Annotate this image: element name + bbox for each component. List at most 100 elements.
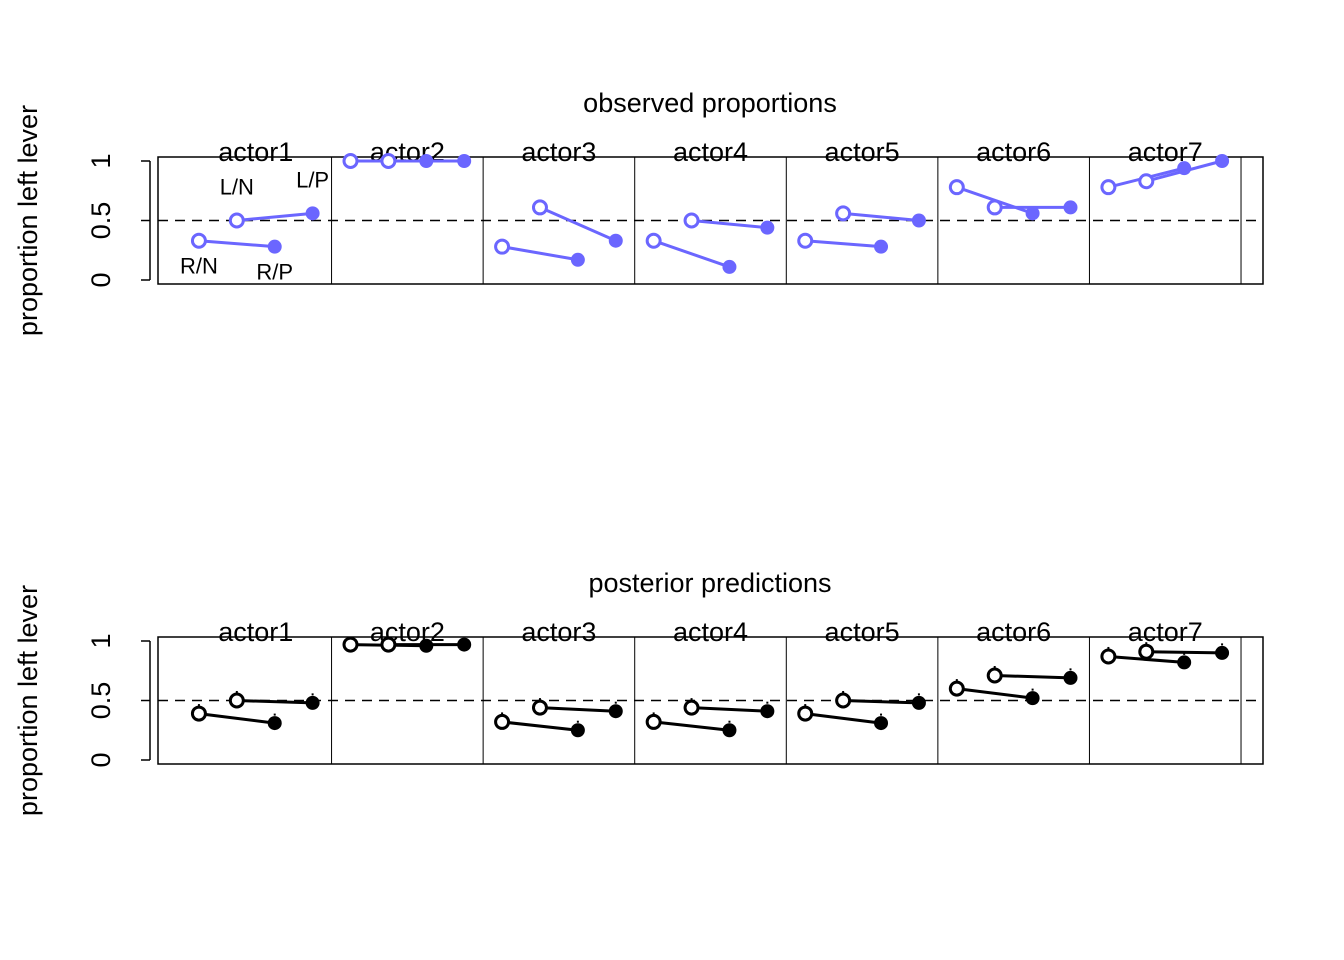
series-line bbox=[501, 245, 579, 262]
series-line bbox=[805, 712, 882, 725]
data-point-filled bbox=[267, 716, 282, 731]
actor-label: actor5 bbox=[825, 137, 900, 167]
y-tick-label: 0 bbox=[86, 752, 116, 767]
actor-group-actor1: actor1 bbox=[190, 617, 320, 733]
data-point-open bbox=[1100, 179, 1117, 196]
actor-label: actor7 bbox=[1128, 617, 1203, 647]
data-point-filled bbox=[570, 252, 585, 267]
y-tick-label: 0.5 bbox=[86, 682, 116, 720]
data-point-open bbox=[835, 205, 852, 222]
data-point-filled bbox=[1215, 154, 1230, 168]
series-line bbox=[539, 706, 616, 713]
data-point-filled bbox=[1177, 655, 1192, 670]
data-point-open bbox=[190, 232, 207, 249]
y-tick-label: 0.5 bbox=[86, 202, 116, 240]
data-point-filled bbox=[419, 638, 434, 653]
data-point-filled bbox=[419, 154, 434, 168]
data-point-open bbox=[986, 667, 1003, 684]
data-point-filled bbox=[760, 220, 775, 235]
data-point-filled bbox=[1025, 691, 1040, 706]
treatment-label: R/P bbox=[256, 260, 293, 285]
actor-group-actor4: actor4 bbox=[645, 137, 775, 274]
actor-group-actor4: actor4 bbox=[645, 617, 775, 740]
data-point-open bbox=[342, 153, 359, 169]
panel-predicted: posterior predictions proportion left lev… bbox=[13, 568, 1264, 816]
data-point-filled bbox=[874, 716, 889, 731]
data-point-filled bbox=[1063, 670, 1078, 685]
data-point-open bbox=[948, 179, 965, 196]
y-tick-label: 0 bbox=[86, 272, 116, 287]
series-line bbox=[691, 706, 768, 713]
data-point-open bbox=[1138, 643, 1155, 660]
data-point-filled bbox=[305, 206, 320, 221]
actor-group-actor2: actor2 bbox=[342, 137, 472, 169]
series-line bbox=[198, 712, 275, 725]
data-point-filled bbox=[608, 704, 623, 719]
series-line bbox=[653, 720, 730, 732]
data-point-open bbox=[986, 199, 1003, 216]
data-point-filled bbox=[305, 695, 320, 710]
data-point-filled bbox=[570, 723, 585, 738]
data-point-open bbox=[1138, 173, 1155, 190]
series-line bbox=[236, 699, 313, 705]
data-point-open bbox=[645, 232, 662, 249]
data-point-open bbox=[531, 699, 548, 716]
treatment-label: L/N bbox=[220, 175, 254, 200]
data-point-open bbox=[228, 692, 245, 709]
series-line bbox=[842, 211, 920, 222]
data-point-open bbox=[380, 636, 397, 653]
actor-group-actor7: actor7 bbox=[1100, 617, 1230, 672]
treatment-label: L/P bbox=[296, 167, 329, 192]
data-point-open bbox=[531, 199, 548, 216]
panel-observed: observed proportions proportion left leve… bbox=[13, 88, 1264, 336]
actor-group-actor3: actor3 bbox=[494, 617, 623, 740]
actor-group-actor1: actor1 R/N L/N R/P L/P bbox=[180, 137, 329, 285]
actor-label: actor1 bbox=[218, 617, 293, 647]
actor-label: actor3 bbox=[521, 137, 596, 167]
y-axis-label: proportion left lever bbox=[13, 585, 43, 816]
series-line bbox=[198, 239, 275, 249]
series-line bbox=[539, 206, 617, 243]
data-point-filled bbox=[457, 637, 472, 652]
data-point-open bbox=[645, 713, 662, 730]
data-point-open bbox=[380, 153, 397, 169]
actor-label: actor3 bbox=[521, 617, 596, 647]
series-line bbox=[805, 239, 882, 249]
data-point-open bbox=[797, 705, 814, 722]
actor-group-actor5: actor5 bbox=[797, 617, 926, 733]
actor-label: actor4 bbox=[673, 137, 748, 167]
treatment-label: R/N bbox=[180, 254, 218, 279]
data-point-filled bbox=[874, 239, 889, 254]
series-line bbox=[994, 674, 1071, 680]
chart-title: observed proportions bbox=[583, 88, 837, 118]
series-line bbox=[236, 211, 313, 222]
series-line bbox=[956, 687, 1033, 700]
series-line bbox=[501, 720, 579, 732]
actor-label: actor4 bbox=[673, 617, 748, 647]
data-point-open bbox=[494, 238, 511, 255]
data-point-open bbox=[683, 212, 700, 229]
data-point-open bbox=[342, 636, 359, 653]
data-point-open bbox=[835, 692, 852, 709]
data-point-open bbox=[683, 699, 700, 716]
actor-group-actor7: actor7 bbox=[1100, 137, 1230, 196]
actor-group-actor3: actor3 bbox=[494, 137, 623, 267]
data-point-filled bbox=[1215, 645, 1230, 660]
actor-label: actor6 bbox=[976, 137, 1051, 167]
data-point-open bbox=[797, 232, 814, 249]
series-line bbox=[1146, 650, 1223, 655]
data-point-open bbox=[494, 713, 511, 730]
data-point-open bbox=[948, 680, 965, 697]
actor-label: actor7 bbox=[1128, 137, 1203, 167]
actor-group-actor6: actor6 bbox=[948, 137, 1078, 221]
series-line bbox=[691, 219, 768, 230]
y-axis-label: proportion left lever bbox=[13, 105, 43, 336]
actor-group-actor2: actor2 bbox=[342, 617, 472, 656]
data-point-filled bbox=[1063, 200, 1078, 215]
y-tick-label: 1 bbox=[86, 633, 116, 648]
data-point-filled bbox=[457, 154, 472, 168]
series-line bbox=[653, 239, 730, 269]
data-point-filled bbox=[722, 723, 737, 738]
